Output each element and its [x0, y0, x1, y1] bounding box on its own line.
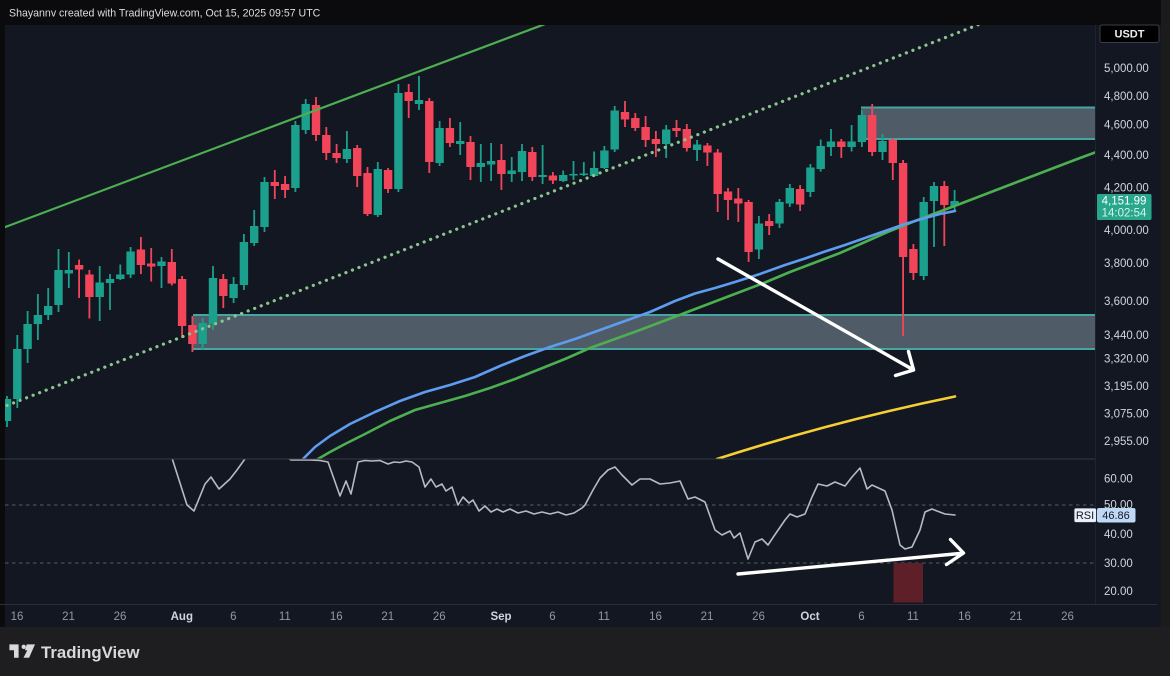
svg-text:20.00: 20.00 [1104, 586, 1133, 598]
svg-text:4,200.00: 4,200.00 [1104, 183, 1149, 195]
svg-text:16: 16 [649, 611, 662, 623]
svg-text:46.86: 46.86 [1102, 510, 1130, 522]
svg-text:16: 16 [330, 611, 343, 623]
svg-text:Aug: Aug [171, 611, 193, 623]
svg-text:14:02:54: 14:02:54 [1102, 208, 1147, 220]
svg-text:3,600.00: 3,600.00 [1104, 296, 1149, 308]
svg-text:21: 21 [381, 611, 394, 623]
svg-text:2,955.00: 2,955.00 [1104, 436, 1149, 448]
svg-text:30.00: 30.00 [1104, 558, 1133, 570]
svg-text:11: 11 [598, 611, 610, 623]
svg-text:21: 21 [701, 611, 714, 623]
svg-text:4,400.00: 4,400.00 [1104, 150, 1149, 162]
svg-text:26: 26 [1061, 611, 1074, 623]
svg-text:26: 26 [433, 611, 446, 623]
svg-text:6: 6 [858, 611, 864, 623]
svg-text:4,600.00: 4,600.00 [1104, 120, 1149, 132]
svg-text:21: 21 [1010, 611, 1023, 623]
svg-text:4,800.00: 4,800.00 [1104, 91, 1149, 103]
svg-text:4,000.00: 4,000.00 [1104, 225, 1149, 237]
svg-text:3,075.00: 3,075.00 [1104, 409, 1149, 421]
svg-text:4,151.99: 4,151.99 [1102, 196, 1147, 208]
svg-text:21: 21 [62, 611, 75, 623]
svg-text:26: 26 [752, 611, 765, 623]
svg-text:3,320.00: 3,320.00 [1104, 354, 1149, 366]
svg-text:6: 6 [230, 611, 236, 623]
svg-text:40.00: 40.00 [1104, 529, 1133, 541]
svg-text:TradingView: TradingView [41, 643, 140, 662]
svg-text:16: 16 [11, 611, 24, 623]
svg-text:26: 26 [114, 611, 127, 623]
svg-text:3,800.00: 3,800.00 [1104, 258, 1149, 270]
svg-text:RSI: RSI [1076, 510, 1094, 522]
svg-text:USDT: USDT [1115, 29, 1145, 41]
svg-text:3,195.00: 3,195.00 [1104, 381, 1149, 393]
svg-text:11: 11 [279, 611, 291, 623]
svg-text:5,000.00: 5,000.00 [1104, 63, 1149, 75]
svg-text:16: 16 [958, 611, 971, 623]
svg-text:Shayannv created with TradingV: Shayannv created with TradingView.com, O… [9, 8, 321, 20]
svg-text:Sep: Sep [490, 611, 511, 623]
svg-text:Oct: Oct [800, 611, 819, 623]
svg-text:11: 11 [907, 611, 919, 623]
svg-text:6: 6 [549, 611, 555, 623]
svg-text:3,440.00: 3,440.00 [1104, 330, 1149, 342]
svg-text:60.00: 60.00 [1104, 474, 1133, 486]
